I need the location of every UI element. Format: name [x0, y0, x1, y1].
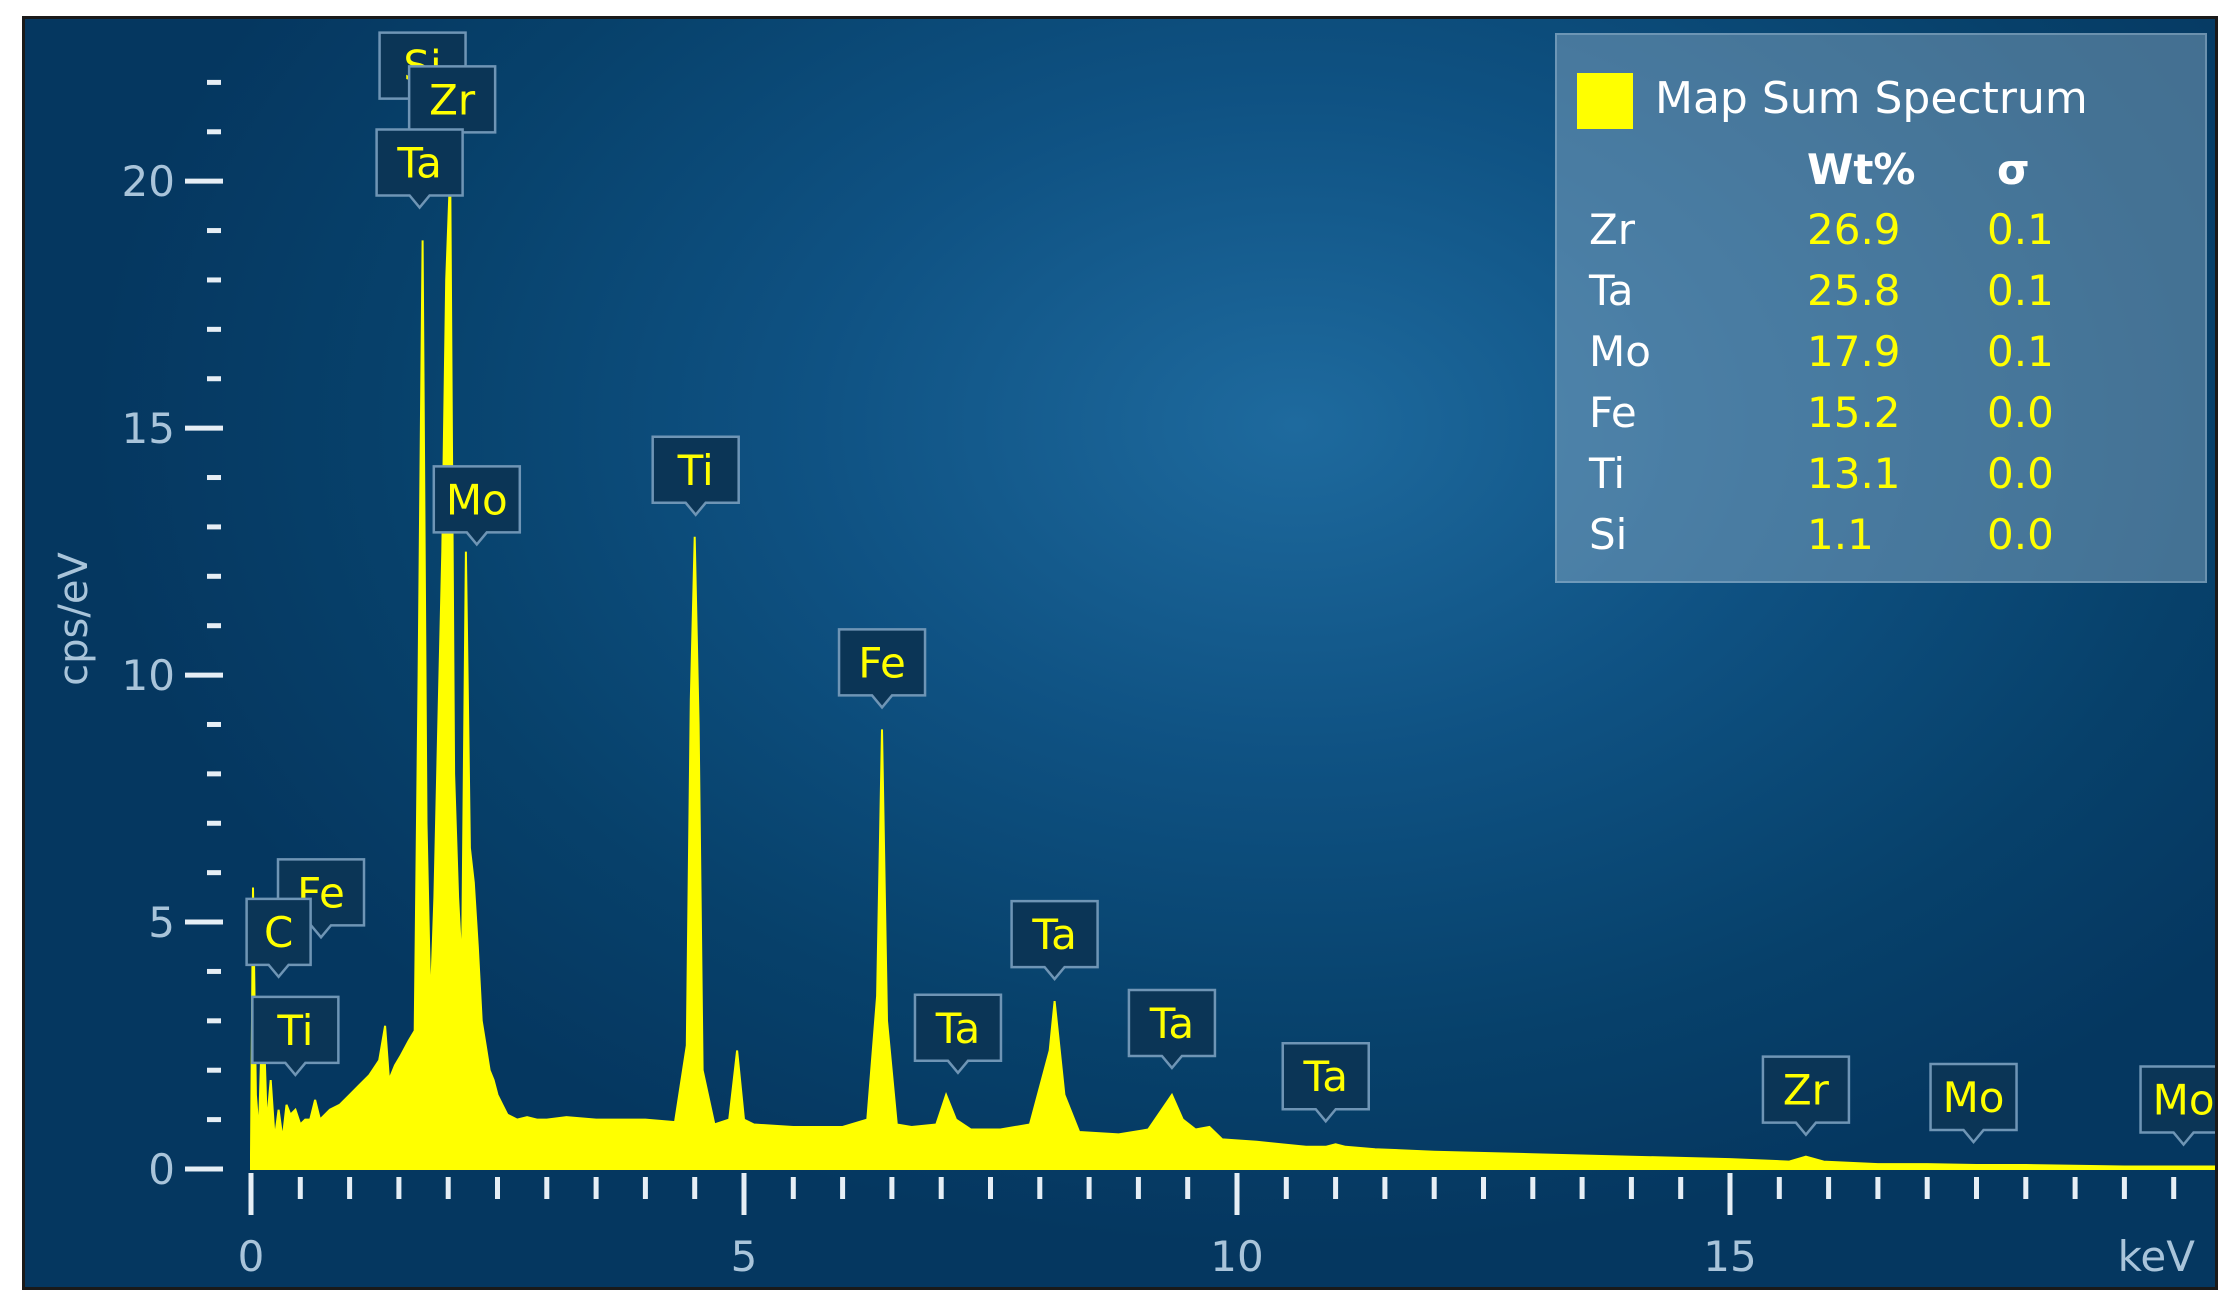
legend-row: Ti 13.1 0.0	[1557, 449, 2205, 509]
peak-label-box	[432, 465, 522, 547]
legend-header-sigma: σ	[1997, 145, 2030, 194]
y-tick-label: 10	[122, 651, 175, 700]
peak-label-text: Ta	[1303, 1052, 1348, 1101]
legend-element: Mo	[1589, 327, 1651, 376]
y-tick-label: 5	[148, 898, 175, 947]
peak-label-text: Ti	[677, 446, 714, 495]
peak-label-text: Mo	[446, 475, 508, 524]
x-tick-label: 0	[238, 1232, 265, 1281]
peak-label-box	[251, 995, 340, 1077]
peak-label-ta: Ta	[913, 993, 1003, 1075]
legend-wt-value: 15.2	[1807, 388, 1901, 437]
peak-label-text: Fe	[858, 638, 906, 687]
legend-wt-value: 1.1	[1807, 510, 1874, 559]
legend-wt-value: 26.9	[1807, 205, 1901, 254]
peak-label-text: Mo	[1943, 1073, 2005, 1122]
peak-label-ti: Ti	[651, 435, 740, 517]
spectrum-series-map-sum	[250, 171, 2215, 1170]
y-tick-label: 20	[122, 157, 175, 206]
peak-label-text: Ta	[396, 139, 441, 188]
peak-label-box	[1761, 1055, 1851, 1137]
peak-label-c: C	[245, 897, 312, 979]
legend-row: Si 1.1 0.0	[1557, 510, 2205, 570]
peak-label-mo: Mo	[1929, 1062, 2018, 1145]
legend-row: Mo 17.9 0.1	[1557, 327, 2205, 387]
peak-label-fe: Fe	[837, 628, 927, 710]
peak-label-text: Ta	[1031, 910, 1076, 959]
legend-element: Fe	[1589, 388, 1637, 437]
peak-label-text: Ta	[935, 1004, 980, 1053]
axes-layer: 0 5 10 15 20 0 5 10 15 keV	[122, 79, 2196, 1281]
peak-labels-layer: Si Zr Ta Mo Ti Fe Fe C Ti Ta Ta Ta Ta Zr Mo Mo	[245, 31, 2215, 1147]
legend-header-wt: Wt%	[1807, 145, 1916, 194]
legend-wt-value: 13.1	[1807, 449, 1901, 498]
legend-element: Zr	[1589, 205, 1636, 254]
legend-element: Ta	[1589, 266, 1634, 315]
peak-label-ta: Ta	[1127, 988, 1217, 1070]
legend-wt-value: 17.9	[1807, 327, 1901, 376]
peak-label-box	[651, 435, 740, 517]
peak-label-box	[1127, 988, 1217, 1070]
peak-label-text: Ta	[1149, 999, 1194, 1048]
x-tick-label: 10	[1210, 1232, 1263, 1281]
x-tick-label: 15	[1703, 1232, 1756, 1281]
y-tick-label: 0	[148, 1145, 175, 1194]
peak-label-ti: Ti	[251, 995, 340, 1077]
peak-label-box	[1010, 899, 1099, 982]
x-tick-label: 5	[731, 1232, 758, 1281]
legend-sigma-value: 0.1	[1987, 205, 2054, 254]
legend-sigma-value: 0.0	[1987, 388, 2054, 437]
peak-label-box	[2139, 1065, 2215, 1147]
peak-label-box	[245, 897, 312, 979]
x-axis-title: keV	[2118, 1232, 2196, 1281]
y-tick-label: 15	[122, 404, 175, 453]
legend-row: Fe 15.2 0.0	[1557, 388, 2205, 448]
peak-label-mo: Mo	[2139, 1065, 2215, 1147]
peak-label-ta: Ta	[1010, 899, 1099, 982]
legend-swatch	[1577, 73, 1633, 129]
peak-label-ta: Ta	[375, 128, 464, 210]
legend-sigma-value: 0.0	[1987, 449, 2054, 498]
peak-label-box	[375, 128, 464, 210]
peak-label-text: Mo	[2153, 1076, 2215, 1125]
legend-element: Ti	[1589, 449, 1626, 498]
peak-label-box	[1929, 1062, 2018, 1145]
legend-sigma-value: 0.1	[1987, 266, 2054, 315]
peak-label-ta: Ta	[1281, 1041, 1370, 1124]
spectrum-plot-layer	[250, 171, 2215, 1170]
legend-wt-value: 25.8	[1807, 266, 1901, 315]
peak-label-text: Ti	[276, 1006, 313, 1055]
legend-panel: Map Sum Spectrum Wt% σ Zr 26.9 0.1 Ta 25…	[1555, 33, 2207, 583]
peak-label-text: Zr	[1783, 1066, 1830, 1115]
peak-label-box	[913, 993, 1003, 1075]
legend-row: Ta 25.8 0.1	[1557, 266, 2205, 326]
peak-label-zr: Zr	[1761, 1055, 1851, 1137]
legend-row: Zr 26.9 0.1	[1557, 205, 2205, 265]
peak-label-text: Zr	[429, 75, 476, 124]
peak-label-text: C	[264, 908, 293, 957]
legend-sigma-value: 0.0	[1987, 510, 2054, 559]
y-axis-title: cps/eV	[51, 552, 97, 686]
peak-label-mo: Mo	[432, 465, 522, 547]
peak-label-box	[1281, 1041, 1370, 1124]
legend-title: Map Sum Spectrum	[1655, 73, 2088, 124]
legend-element: Si	[1589, 510, 1628, 559]
peak-label-box	[837, 628, 927, 710]
legend-sigma-value: 0.1	[1987, 327, 2054, 376]
